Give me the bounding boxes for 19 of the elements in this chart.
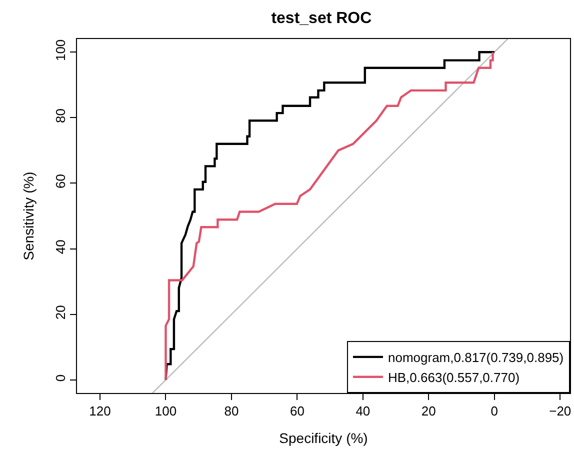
y-tick-label: 80 (52, 108, 68, 123)
x-tick-label: 100 (154, 404, 177, 419)
y-axis-title: Sensitivity (%) (20, 172, 36, 260)
y-tick-label: 0 (52, 374, 68, 382)
x-tick-label: 0 (490, 404, 498, 419)
x-tick-label: −20 (549, 404, 572, 419)
x-tick-label: 60 (290, 404, 304, 419)
legend-label: HB,0.663(0.557,0.770) (388, 370, 520, 385)
legend-label: nomogram,0.817(0.739,0.895) (388, 350, 564, 366)
y-tick-label: 20 (52, 305, 68, 320)
x-tick-label: 80 (224, 404, 239, 419)
x-tick-label: 120 (89, 404, 111, 419)
x-tick-label: 40 (356, 404, 370, 419)
y-tick-label: 40 (52, 240, 68, 254)
x-axis-title: Specificity (%) (279, 430, 368, 446)
chart-title: test_set ROC (271, 10, 372, 27)
y-tick-label: 100 (52, 39, 68, 62)
x-tick-label: 20 (421, 404, 436, 419)
y-tick-label: 60 (52, 174, 68, 189)
